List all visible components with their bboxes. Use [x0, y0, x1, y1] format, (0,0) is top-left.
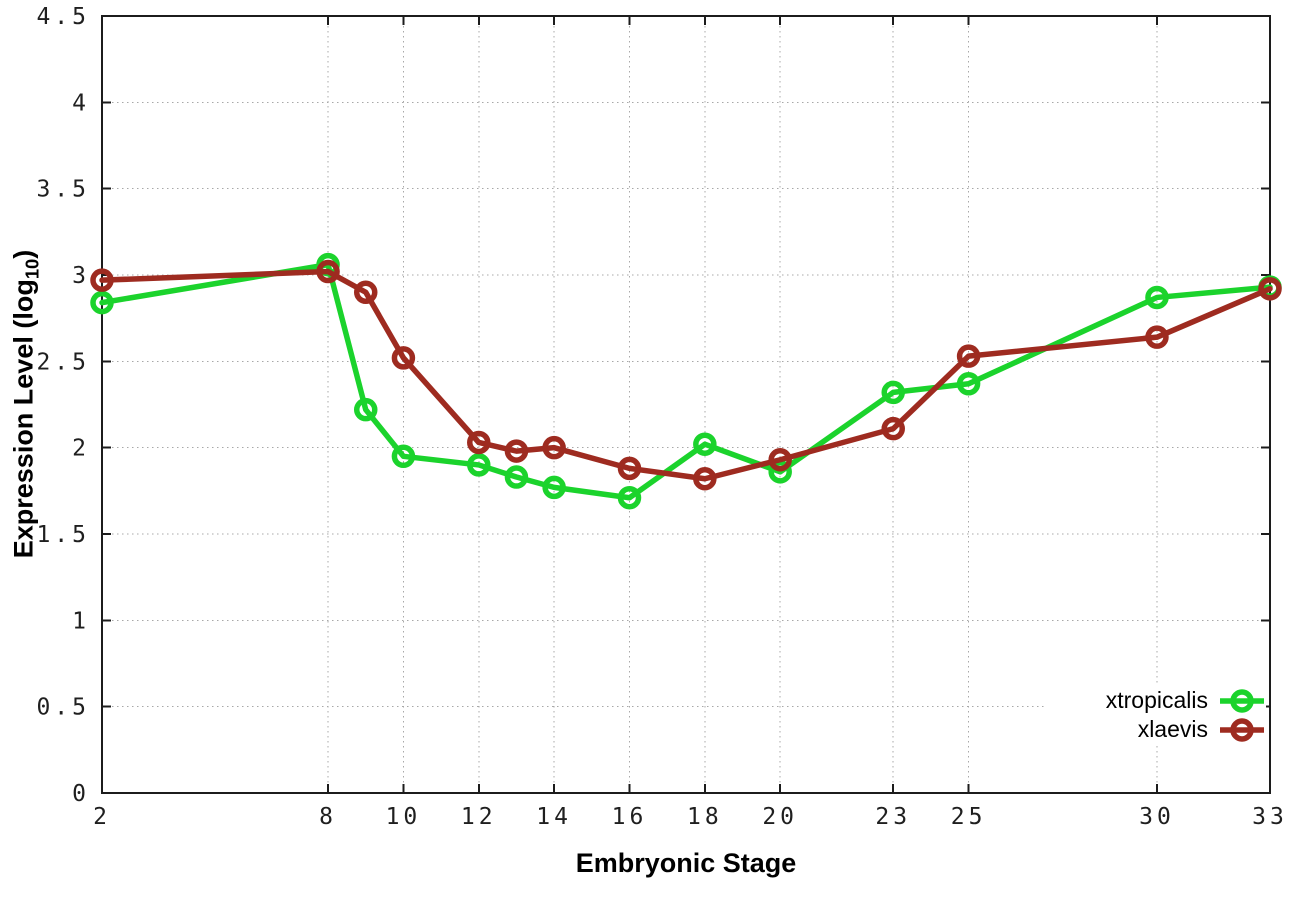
data-point-xlaevis: [881, 416, 905, 441]
data-point-xtropicalis: [693, 432, 717, 456]
x-tick-label: 8: [319, 804, 337, 830]
x-tick-label: 23: [875, 804, 911, 830]
data-point-xtropicalis: [617, 485, 642, 510]
plot-border: [101, 15, 1271, 794]
data-point-xlaevis: [1145, 325, 1169, 349]
y-tick-label: 2.5: [36, 349, 90, 375]
x-tick-label: 25: [951, 804, 987, 830]
y-tick-label: 1: [72, 608, 90, 634]
y-tick-label: 1.5: [36, 522, 90, 548]
data-point-xlaevis: [504, 439, 529, 463]
data-point-xlaevis: [353, 280, 378, 305]
y-axis-title-text: Expression Level (log: [8, 279, 39, 559]
data-point-xlaevis: [768, 448, 792, 472]
legend-item-xtropicalis: xtropicalis: [1106, 686, 1266, 715]
series-line-xtropicalis: [99, 261, 1273, 501]
data-point-xlaevis: [542, 435, 566, 460]
x-tick-label: 30: [1139, 804, 1175, 830]
x-axis-title: Embryonic Stage: [575, 848, 797, 878]
data-point-xlaevis: [90, 268, 114, 292]
x-tick-label: 12: [461, 804, 497, 830]
data-point-xtropicalis: [768, 460, 792, 484]
data-point-xtropicalis: [504, 465, 529, 489]
legend-item-xlaevis: xlaevis: [1138, 715, 1266, 744]
data-point-xlaevis: [617, 456, 642, 481]
y-axis-title: Expression Level (log10): [8, 250, 43, 559]
data-point-xlaevis: [1258, 277, 1282, 301]
x-tick-label: 16: [612, 804, 648, 830]
y-tick-label: 2: [72, 436, 90, 462]
data-point-xtropicalis: [467, 453, 491, 477]
y-tick-label: 4.5: [36, 4, 90, 30]
data-point-xtropicalis: [353, 397, 378, 422]
data-point-xlaevis: [693, 466, 717, 491]
legend: xtropicalis xlaevis: [1045, 686, 1266, 744]
legend-label-xlaevis: xlaevis: [1137, 716, 1208, 742]
data-point-xtropicalis: [956, 372, 981, 396]
y-tick-label: 0.5: [36, 695, 90, 721]
legend-line-sample-icon: [1220, 717, 1264, 742]
data-point-xtropicalis: [1145, 285, 1169, 310]
data-point-xtropicalis: [90, 290, 114, 315]
data-point-xtropicalis: [881, 380, 905, 405]
data-point-xlaevis: [391, 346, 416, 370]
y-tick-label: 0: [72, 781, 90, 807]
y-tick-label: 4: [72, 90, 90, 116]
series-line-xlaevis: [99, 268, 1273, 482]
x-tick-label: 18: [687, 804, 723, 830]
legend-label-xtropicalis: xtropicalis: [1105, 687, 1208, 713]
x-tick-label: 33: [1252, 804, 1288, 830]
x-tick-label: 10: [386, 804, 422, 830]
data-point-xtropicalis: [542, 475, 566, 500]
y-tick-label: 3.5: [36, 177, 90, 203]
legend-line-sample-icon: [1220, 688, 1264, 713]
data-point-xlaevis: [467, 430, 491, 455]
x-tick-label: 2: [93, 804, 111, 830]
data-point-xlaevis: [316, 259, 340, 284]
y-axis-title-subscript: 10: [21, 258, 43, 280]
x-tick-label: 14: [536, 804, 572, 830]
data-point-xlaevis: [956, 344, 981, 368]
data-point-xtropicalis: [391, 444, 416, 469]
x-tick-label: 20: [762, 804, 798, 830]
y-axis-title-close: ): [8, 249, 39, 259]
y-tick-label: 3: [72, 263, 90, 289]
